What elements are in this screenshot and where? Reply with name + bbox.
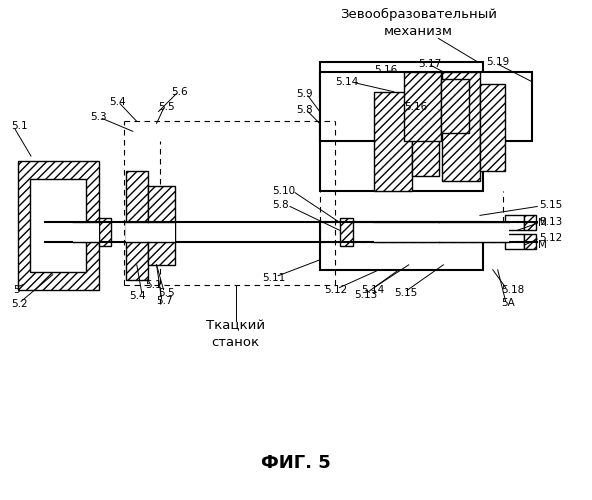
Bar bbox=[504, 234, 525, 249]
Bar bbox=[480, 84, 504, 171]
Text: 5.17: 5.17 bbox=[419, 59, 442, 69]
Text: 5.12: 5.12 bbox=[324, 284, 348, 294]
Text: Зевообразовательный
механизм: Зевообразовательный механизм bbox=[340, 8, 497, 38]
Bar bbox=[442, 79, 469, 134]
Bar bbox=[404, 72, 442, 141]
Bar bbox=[99, 218, 111, 246]
Text: 5.9: 5.9 bbox=[296, 89, 313, 99]
Text: 5.15: 5.15 bbox=[394, 288, 417, 298]
Bar bbox=[411, 96, 439, 176]
Bar bbox=[439, 222, 509, 242]
Bar bbox=[525, 234, 536, 249]
Bar bbox=[504, 216, 525, 230]
Text: 5.8: 5.8 bbox=[296, 104, 313, 115]
Text: 5.13: 5.13 bbox=[539, 218, 562, 228]
Bar bbox=[320, 222, 483, 270]
Text: 5A: 5A bbox=[501, 298, 514, 308]
Text: 5.1: 5.1 bbox=[11, 122, 28, 132]
Text: 5.11: 5.11 bbox=[262, 272, 285, 282]
Text: 5.18: 5.18 bbox=[501, 284, 524, 294]
Bar bbox=[30, 179, 86, 272]
Text: ФИГ. 5: ФИГ. 5 bbox=[261, 454, 331, 471]
Text: 5.16: 5.16 bbox=[404, 102, 427, 112]
Text: 5.2: 5.2 bbox=[11, 300, 28, 310]
Text: 5.14: 5.14 bbox=[336, 77, 359, 87]
Text: M: M bbox=[538, 240, 547, 250]
Text: 5.13: 5.13 bbox=[355, 290, 378, 300]
Text: 5.5: 5.5 bbox=[159, 288, 175, 298]
Bar bbox=[147, 186, 175, 265]
Bar bbox=[126, 222, 147, 242]
Text: 5: 5 bbox=[13, 284, 20, 294]
Bar bbox=[18, 161, 99, 290]
Text: 5.15: 5.15 bbox=[539, 200, 562, 210]
Bar bbox=[72, 222, 99, 242]
Bar bbox=[320, 72, 532, 141]
Text: 5.5: 5.5 bbox=[159, 102, 175, 112]
Bar bbox=[320, 62, 483, 190]
Text: 5.19: 5.19 bbox=[486, 57, 509, 67]
Bar bbox=[374, 92, 411, 190]
Text: 5.6: 5.6 bbox=[172, 87, 188, 97]
Bar bbox=[374, 222, 439, 242]
Text: 5.16: 5.16 bbox=[374, 65, 397, 75]
Text: 5.10: 5.10 bbox=[272, 186, 295, 196]
Text: 5.8: 5.8 bbox=[272, 200, 289, 210]
Bar bbox=[339, 218, 353, 246]
Bar bbox=[126, 171, 147, 280]
Text: 5.4: 5.4 bbox=[109, 96, 126, 106]
Bar bbox=[442, 72, 480, 181]
Text: 5.7: 5.7 bbox=[156, 296, 173, 306]
Text: 5.1: 5.1 bbox=[144, 280, 162, 289]
Text: 5.4: 5.4 bbox=[129, 292, 146, 302]
Text: 5.3: 5.3 bbox=[91, 112, 107, 122]
Bar bbox=[525, 216, 536, 230]
Text: M: M bbox=[538, 218, 547, 228]
Text: 5.14: 5.14 bbox=[361, 284, 385, 294]
Text: 5.12: 5.12 bbox=[539, 233, 562, 243]
Bar bbox=[147, 222, 175, 242]
Text: Ткацкий
станок: Ткацкий станок bbox=[206, 319, 265, 349]
